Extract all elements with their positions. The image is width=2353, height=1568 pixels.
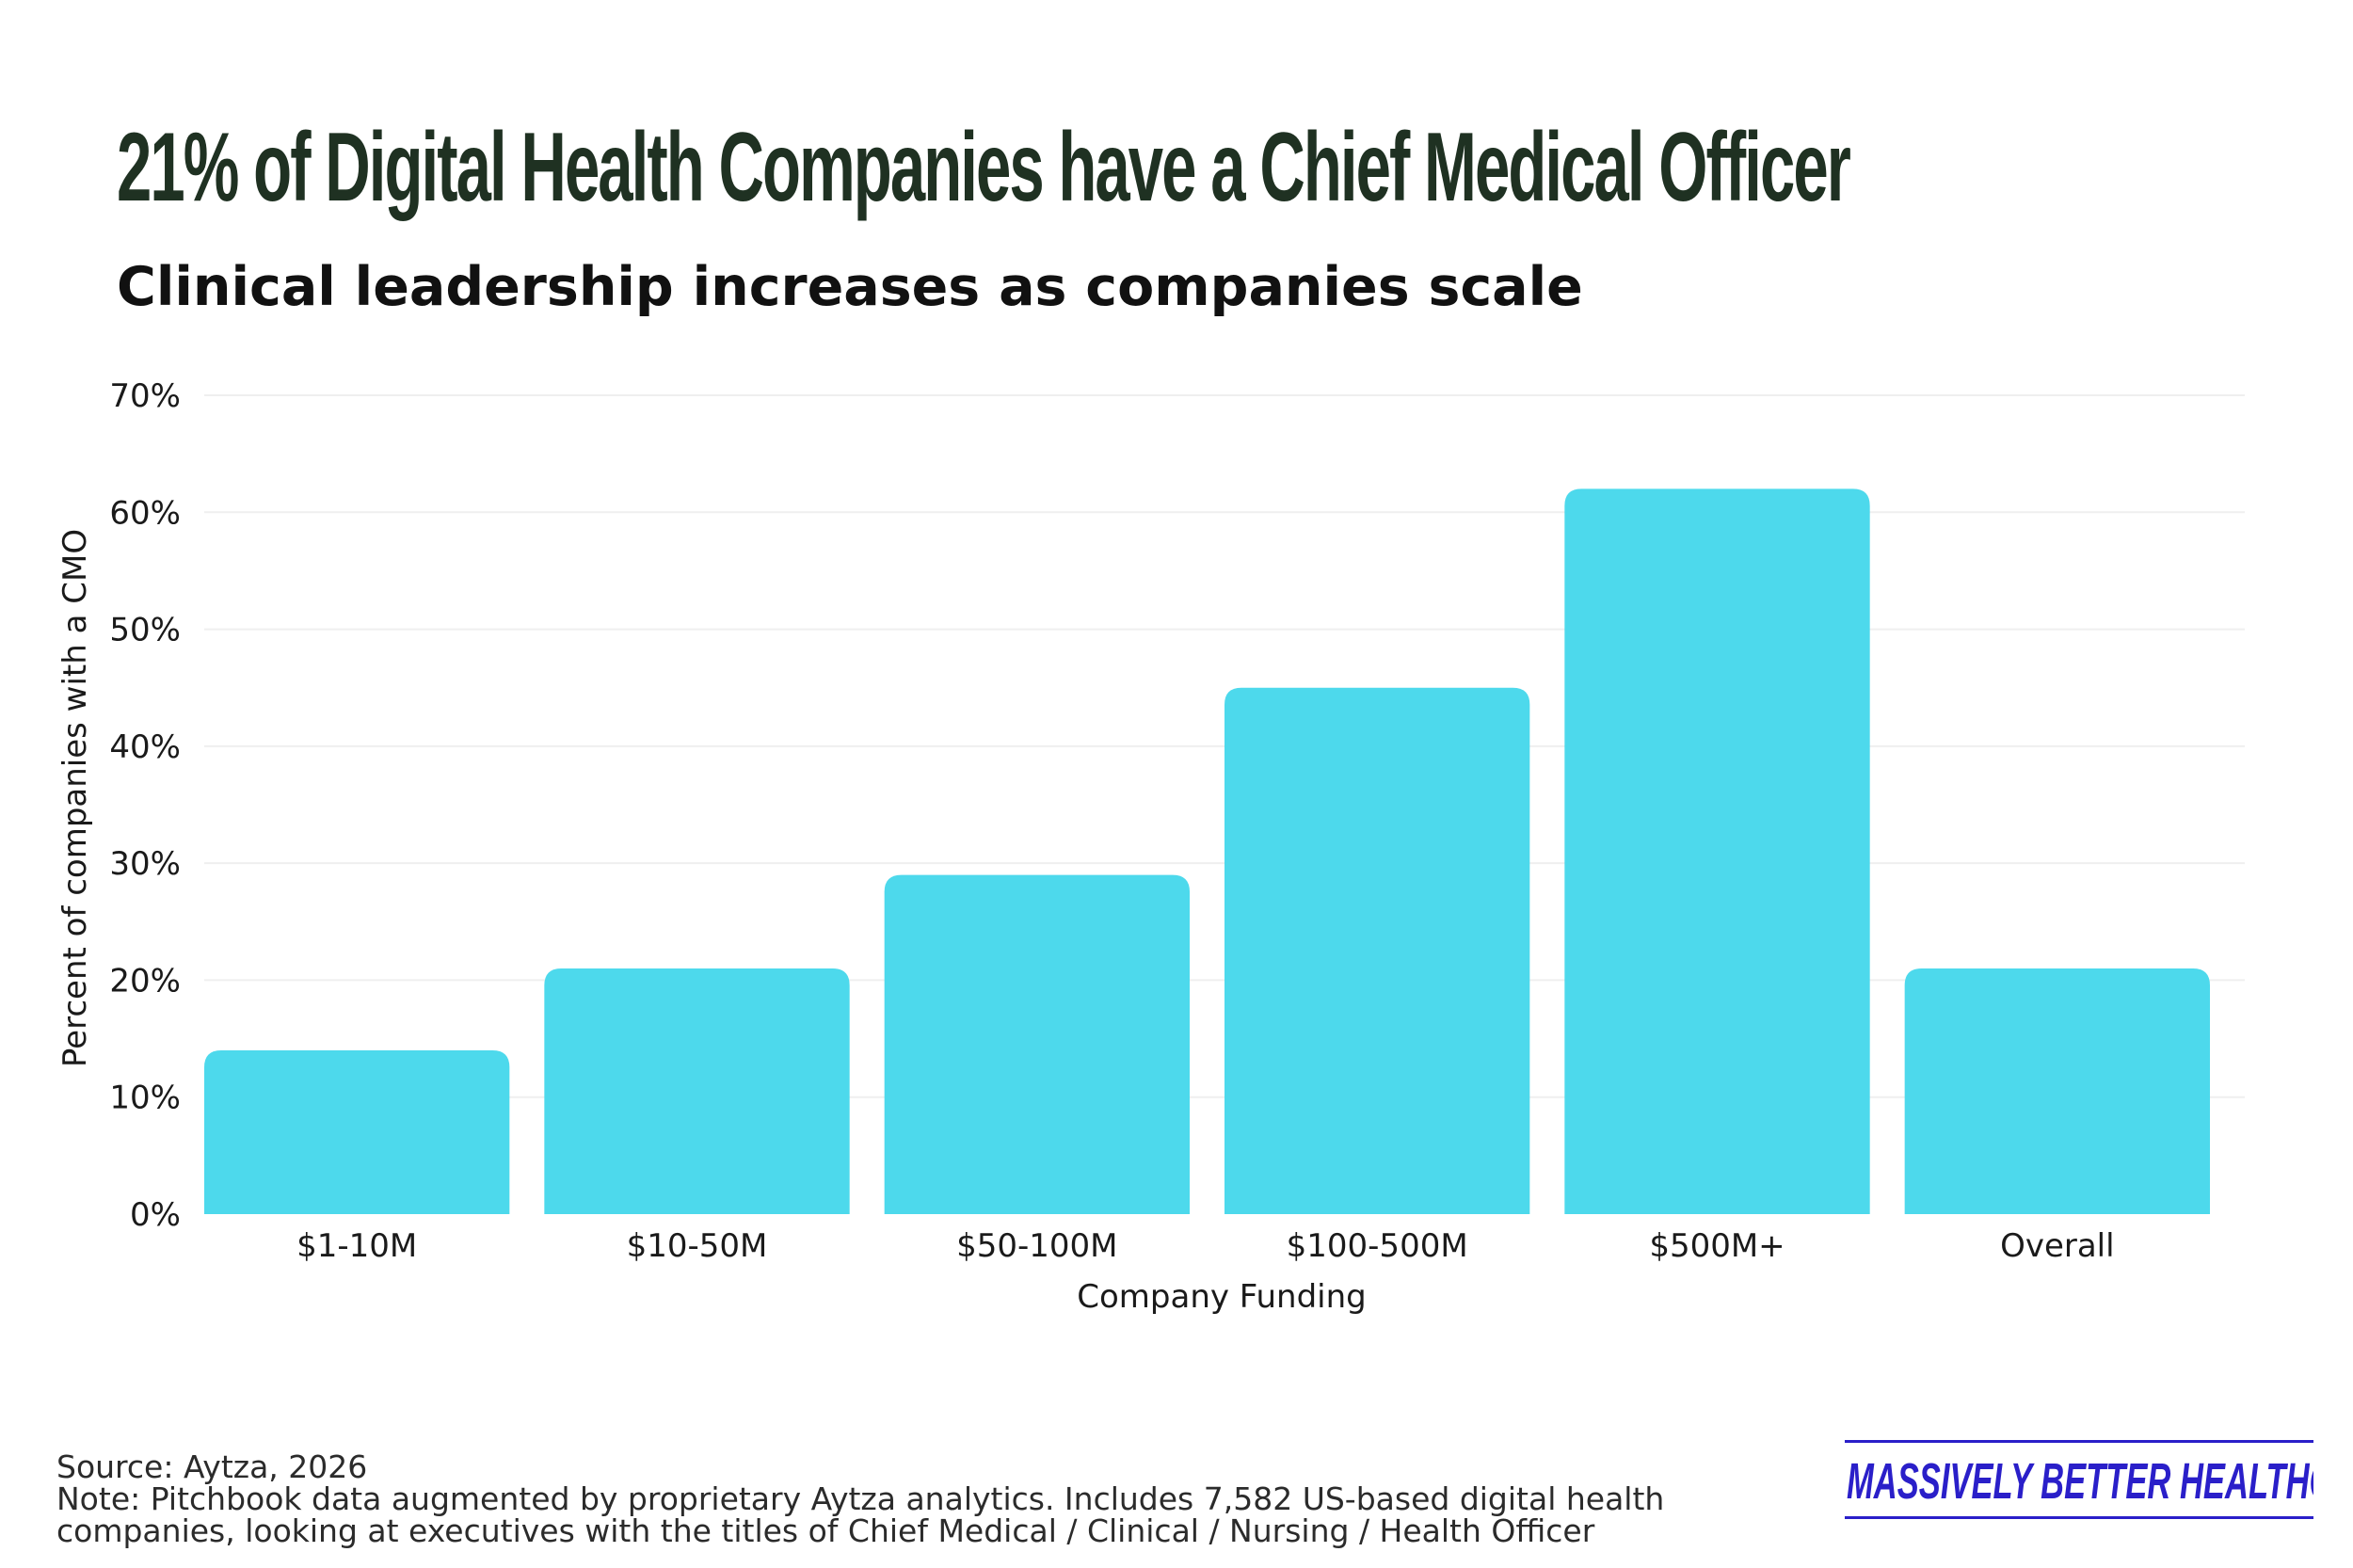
bar [544, 968, 850, 1214]
y-tick-label: 10% [109, 1080, 181, 1117]
bar [1225, 687, 1530, 1214]
y-axis-label: Percent of companies with a CMO [56, 529, 94, 1067]
source-note: Source: Aytza, 2026 [56, 1448, 368, 1485]
x-tick-label: $50-100M [956, 1227, 1117, 1265]
methodology-note-line-1: Note: Pitchbook data augmented by propri… [56, 1480, 1665, 1517]
x-axis-label: Company Funding [1077, 1278, 1367, 1316]
brand-logo: MASSIVELY BETTER HEALTHCARE [1845, 1440, 2313, 1519]
y-axis-ticks: 0% 10% 20% 30% 40% 50% 60% 70% [109, 377, 181, 1234]
methodology-note-line-2: companies, looking at executives with th… [56, 1512, 1595, 1549]
y-tick-label: 40% [109, 728, 181, 766]
bar [1564, 488, 1870, 1214]
x-tick-label: $10-50M [627, 1227, 768, 1265]
x-tick-label: $500M+ [1649, 1227, 1785, 1265]
chart-title: 21% of Digital Health Companies have a C… [117, 113, 1851, 222]
bars [204, 488, 2210, 1214]
x-tick-label: $1-10M [296, 1227, 417, 1265]
x-tick-label: $100-500M [1287, 1227, 1468, 1265]
y-tick-label: 0% [130, 1196, 181, 1234]
x-tick-label: Overall [2000, 1227, 2115, 1265]
x-axis-ticks: $1-10M $10-50M $50-100M $100-500M $500M+ Over… [296, 1227, 2114, 1265]
y-tick-label: 30% [109, 845, 181, 883]
chart-subtitle: Clinical leadership increases as compani… [117, 256, 1583, 318]
y-tick-label: 50% [109, 612, 181, 649]
y-tick-label: 20% [109, 962, 181, 1000]
y-tick-label: 70% [109, 377, 181, 415]
bar [1904, 968, 2210, 1214]
y-tick-label: 60% [109, 494, 181, 532]
bar [884, 874, 1190, 1214]
bar [204, 1050, 510, 1214]
brand-logo-text: MASSIVELY BETTER HEALTHCARE [1847, 1453, 2313, 1510]
